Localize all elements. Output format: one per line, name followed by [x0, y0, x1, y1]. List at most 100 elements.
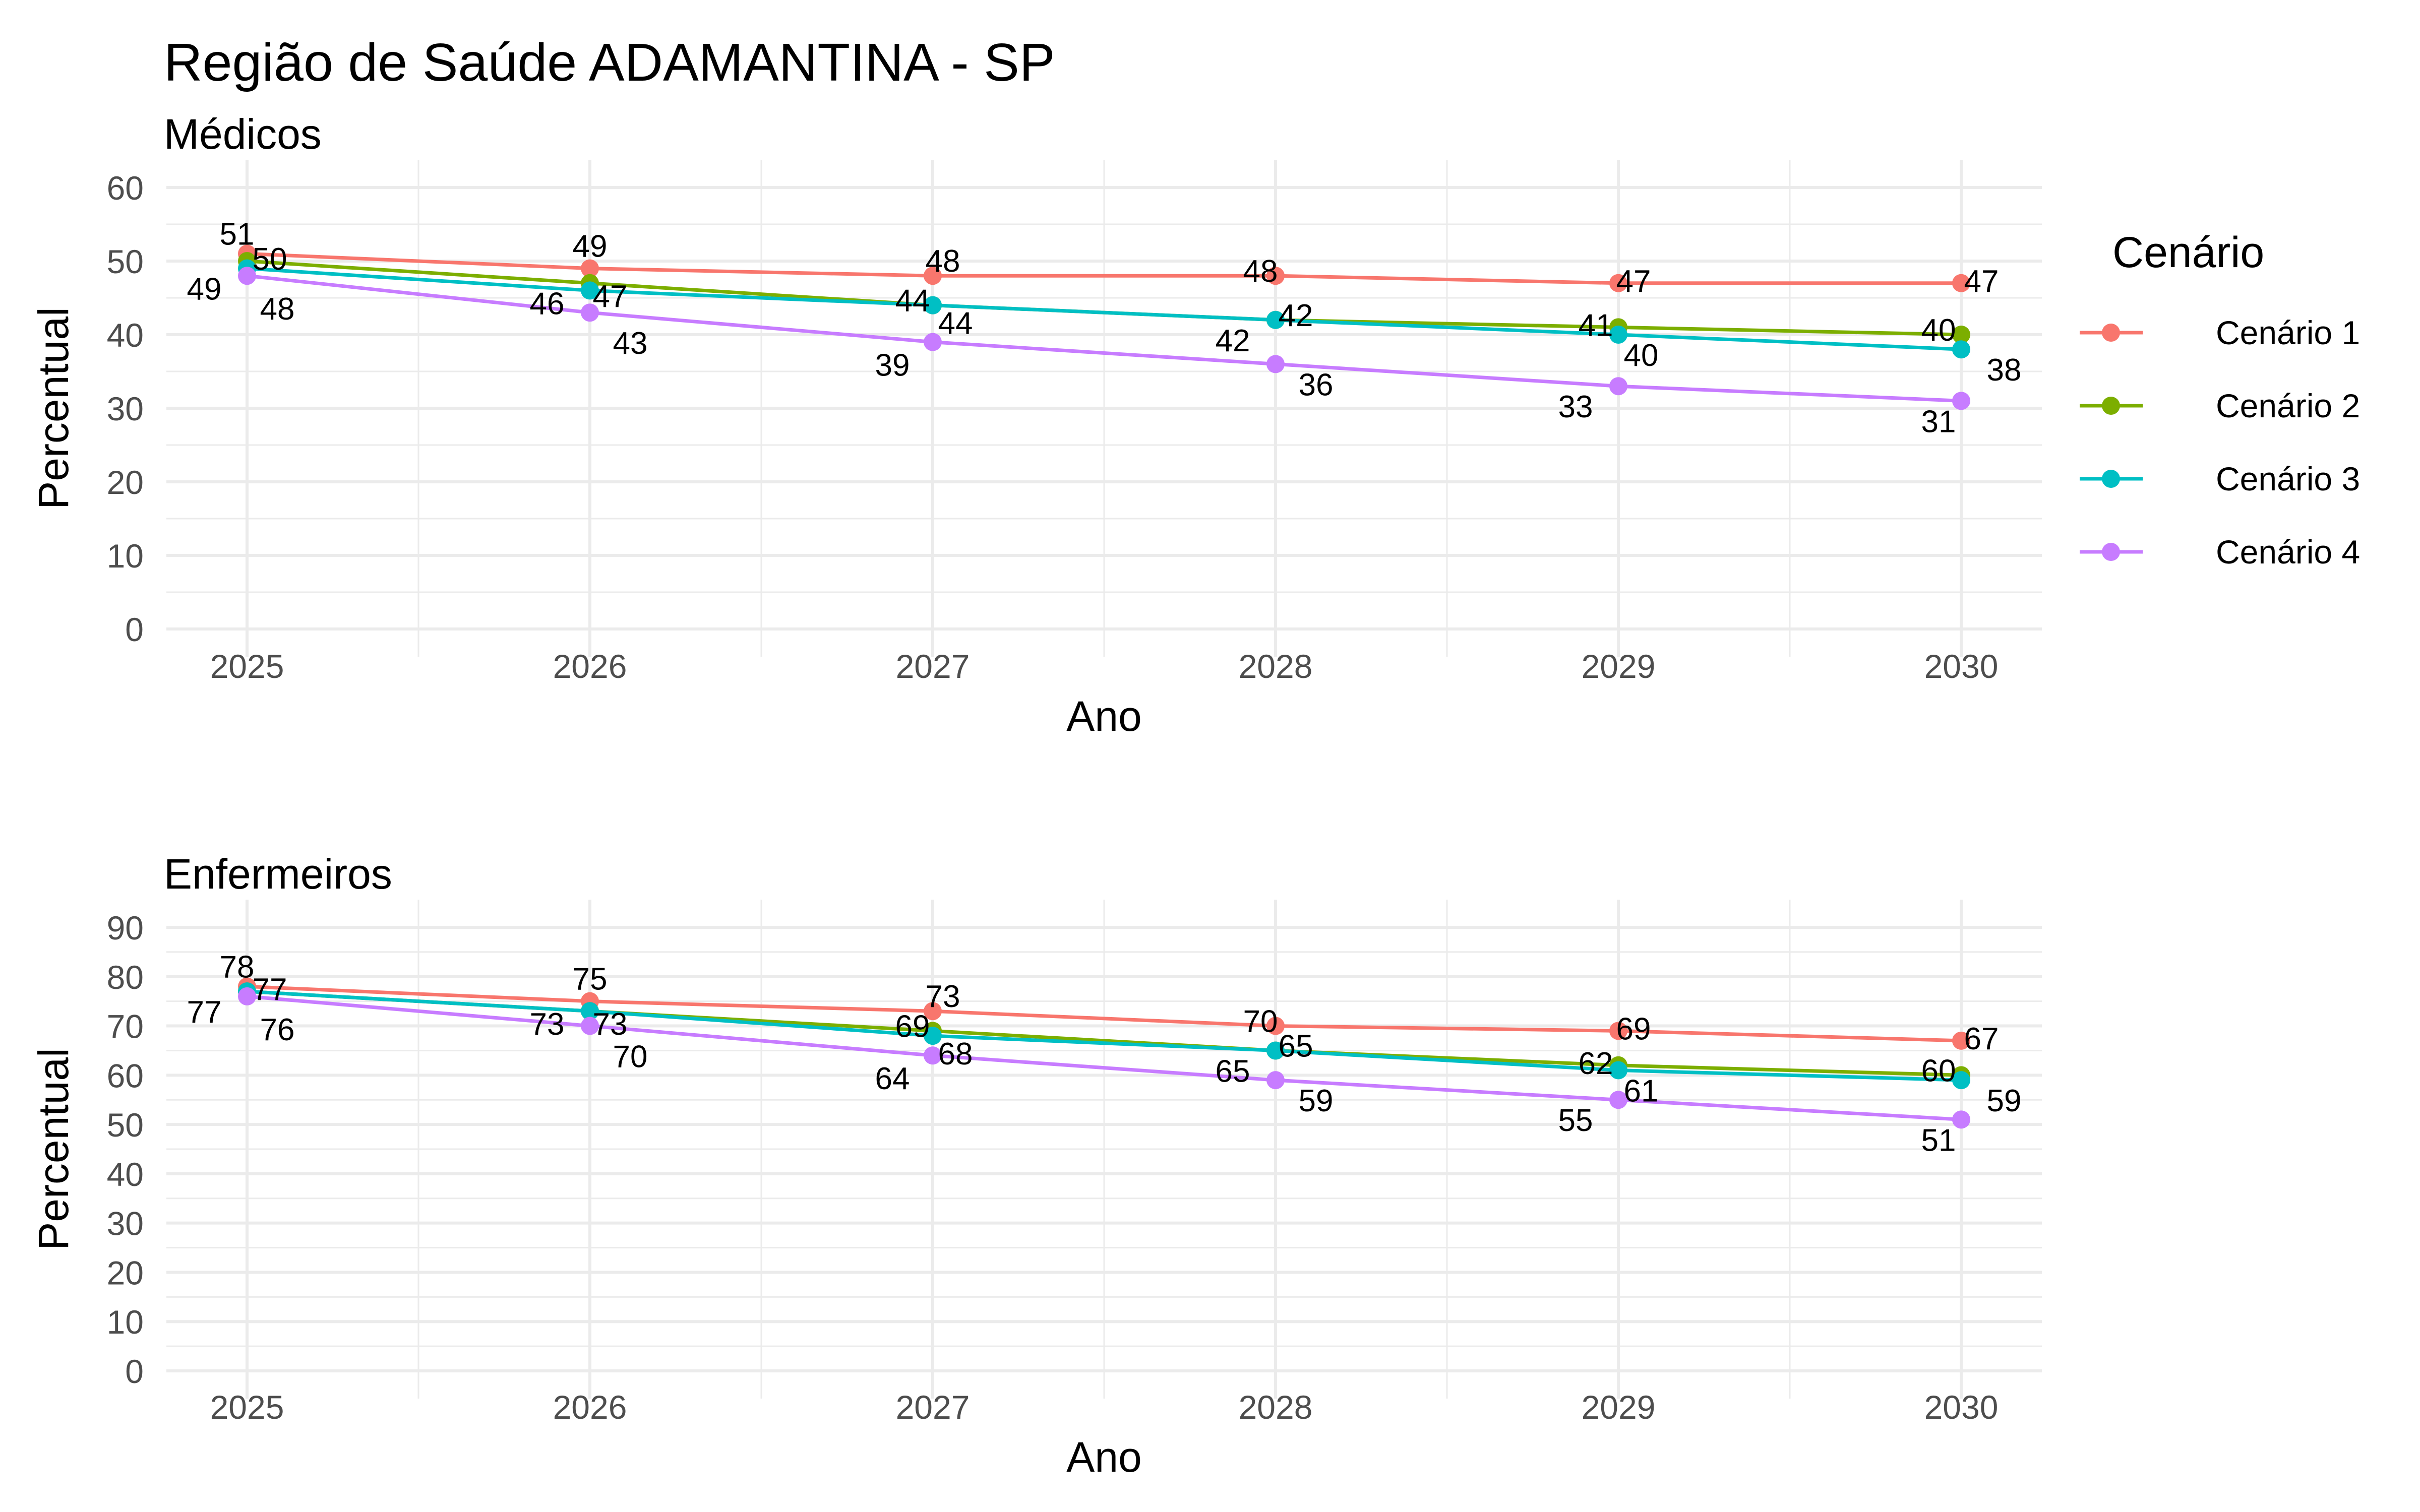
y-axis-label: Percentual	[30, 1048, 77, 1250]
data-label: 60	[1921, 1053, 1956, 1088]
series-line	[247, 984, 1962, 1043]
data-label: 69	[895, 1009, 930, 1044]
data-point	[924, 1002, 942, 1021]
x-tick-label: 2029	[1582, 648, 1656, 685]
data-label: 48	[260, 292, 295, 327]
y-axis-label: Percentual	[30, 307, 77, 510]
x-tick-label: 2028	[1239, 1389, 1313, 1426]
data-point	[1266, 267, 1285, 285]
series-line	[247, 267, 1962, 351]
data-label: 68	[938, 1037, 973, 1072]
data-label: 73	[926, 979, 960, 1014]
x-tick-label: 2029	[1582, 1389, 1656, 1426]
y-tick-label: 50	[107, 243, 144, 280]
data-point	[238, 267, 256, 285]
y-tick-label: 40	[107, 317, 144, 354]
data-label: 47	[1616, 264, 1651, 299]
data-label: 39	[875, 348, 910, 383]
legend-label: Cenário 1	[2216, 314, 2360, 351]
legend-key-point	[2102, 324, 2120, 342]
data-label: 33	[1558, 390, 1593, 424]
x-axis-label: Ano	[1066, 1433, 1141, 1481]
data-label: 77	[253, 972, 287, 1007]
data-point	[1266, 1041, 1285, 1060]
data-point	[1609, 274, 1627, 292]
panel-subtitle: Médicos	[164, 110, 322, 158]
data-label: 40	[1624, 338, 1659, 373]
y-tick-label: 0	[125, 611, 144, 648]
series-line	[247, 251, 1961, 285]
data-point	[1609, 326, 1627, 344]
data-point	[581, 303, 599, 322]
data-point	[924, 1046, 942, 1065]
data-point	[1266, 355, 1285, 373]
y-tick-label: 70	[107, 1008, 144, 1045]
y-tick-label: 60	[107, 1057, 144, 1094]
data-label: 62	[1579, 1046, 1613, 1081]
data-label: 50	[253, 242, 287, 277]
data-point	[1609, 377, 1627, 396]
data-point	[924, 267, 942, 285]
data-point	[581, 281, 599, 300]
data-label: 64	[875, 1061, 910, 1096]
y-tick-label: 90	[107, 909, 144, 947]
data-label: 48	[1243, 254, 1278, 289]
legend-key-point	[2102, 470, 2120, 488]
data-point	[1952, 326, 1970, 344]
legend-key-point	[2102, 397, 2120, 415]
data-label: 70	[1243, 1004, 1278, 1039]
x-tick-label: 2026	[553, 1389, 627, 1426]
data-label: 55	[1558, 1103, 1593, 1138]
data-label: 44	[895, 284, 930, 319]
data-point	[238, 987, 256, 1005]
data-point	[1609, 1061, 1627, 1080]
series-line	[247, 989, 1962, 1082]
data-label: 73	[530, 1007, 565, 1042]
data-label: 42	[1279, 298, 1313, 333]
data-point	[1952, 274, 1970, 292]
legend-label: Cenário 2	[2216, 387, 2360, 424]
data-label: 48	[926, 244, 960, 279]
data-label: 76	[260, 1013, 295, 1047]
data-label: 38	[1987, 353, 2022, 388]
data-label: 65	[1216, 1054, 1250, 1089]
data-label: 49	[573, 229, 608, 264]
legend-label: Cenário 4	[2216, 533, 2360, 571]
legend-key-point	[2102, 543, 2120, 561]
x-tick-label: 2030	[1924, 648, 1999, 685]
x-tick-label: 2026	[553, 648, 627, 685]
data-label: 49	[187, 272, 222, 307]
panel-subtitle: Enfermeiros	[164, 850, 392, 898]
data-label: 42	[1216, 324, 1250, 358]
data-point	[924, 333, 942, 351]
data-label: 51	[1921, 1123, 1956, 1158]
chart-title: Região de Saúde ADAMANTINA - SP	[164, 33, 1055, 92]
data-point	[1952, 340, 1970, 359]
y-tick-label: 30	[107, 1205, 144, 1242]
data-label: 36	[1299, 367, 1334, 402]
data-label: 59	[1987, 1084, 2022, 1118]
data-point	[1266, 1017, 1285, 1035]
y-tick-label: 50	[107, 1106, 144, 1144]
data-point	[1952, 1110, 1970, 1129]
legend-label: Cenário 3	[2216, 460, 2360, 497]
data-point	[1609, 1022, 1627, 1040]
series-line	[247, 994, 1962, 1121]
data-point	[1952, 1071, 1970, 1090]
y-tick-label: 30	[107, 390, 144, 427]
data-point	[1952, 1031, 1970, 1050]
y-tick-label: 80	[107, 959, 144, 996]
series-line	[247, 274, 1962, 403]
y-tick-label: 20	[107, 1254, 144, 1291]
data-point	[924, 296, 942, 314]
data-point	[1952, 392, 1970, 410]
data-point	[1266, 1071, 1285, 1090]
data-label: 78	[220, 950, 255, 984]
data-label: 61	[1624, 1074, 1659, 1109]
data-label: 65	[1279, 1029, 1313, 1063]
x-tick-label: 2025	[210, 648, 284, 685]
data-point	[1266, 310, 1285, 329]
